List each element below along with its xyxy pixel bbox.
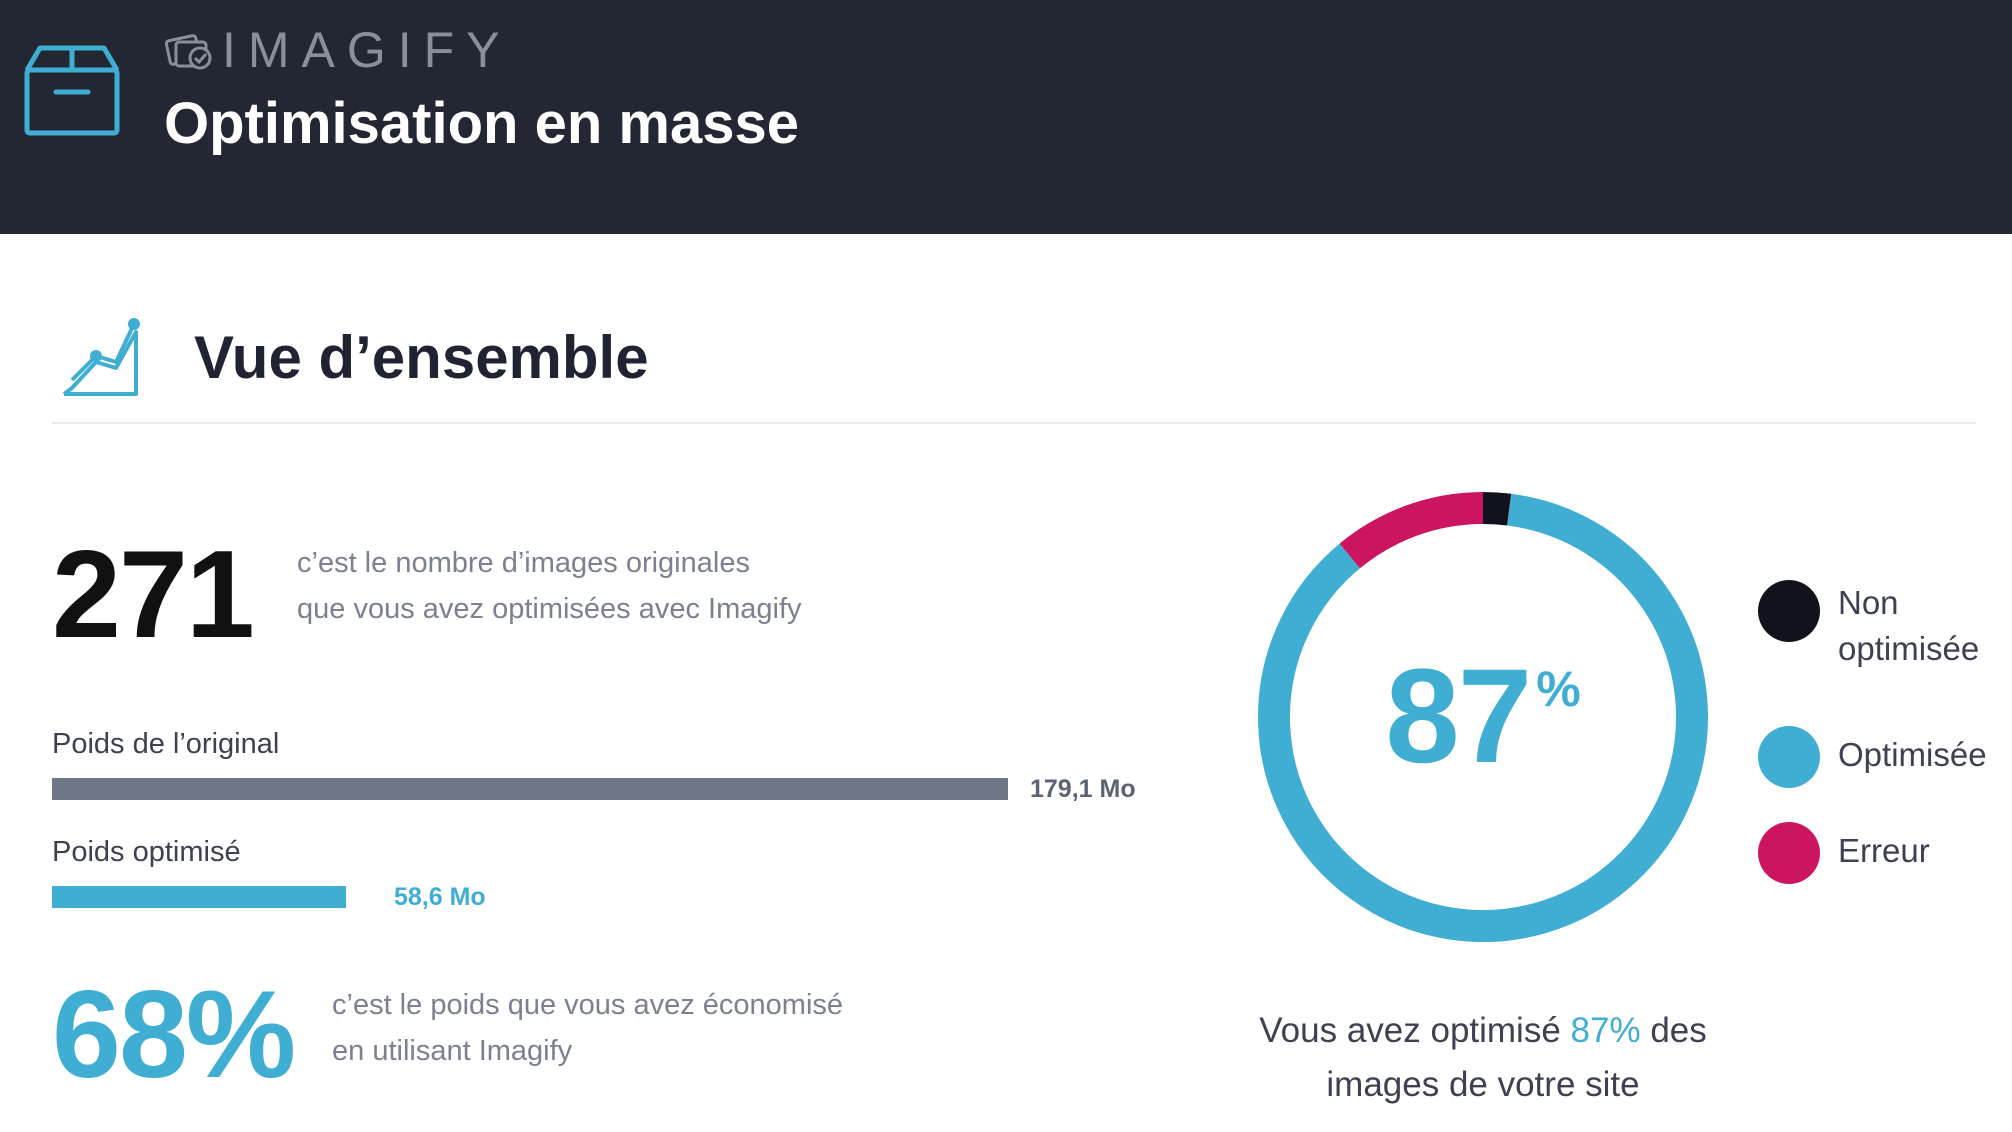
optimized-weight-bar — [52, 886, 1008, 908]
legend-label-optimized: Optimisée — [1838, 736, 1987, 773]
optimized-weight-value: 58,6 Mo — [394, 883, 486, 911]
box-icon — [24, 45, 120, 136]
legend-dot-optimized — [1758, 726, 1820, 788]
original-weight-label: Poids de l’original — [52, 728, 280, 760]
summary-line1: Vous avez optimisé 87% des — [1230, 1004, 1736, 1058]
donut-segment-optimisee — [1258, 493, 1708, 942]
legend-item-optimized: Optimisée — [1758, 726, 1998, 788]
savings-desc-line1: c’est le poids que vous avez économisé — [332, 989, 844, 1021]
donut-segment-non-optimisee — [1482, 492, 1512, 526]
imagify-logo-icon — [164, 34, 212, 70]
optimization-summary: Vous avez optimisé 87% des images de vot… — [1230, 1004, 1736, 1112]
legend-label-error: Erreur — [1838, 832, 1930, 869]
images-count-description: c’est le nombre d’images originales que … — [297, 540, 802, 632]
summary-prefix: Vous avez optimisé — [1259, 1011, 1571, 1050]
summary-line2: images de votre site — [1326, 1065, 1640, 1104]
donut-segment-erreur — [1339, 492, 1484, 569]
optimized-weight-bar-fill — [52, 886, 346, 908]
original-weight-bar-fill — [52, 778, 1008, 800]
page-header: IMAGIFY Optimisation en masse — [0, 0, 2012, 234]
legend-label-non-optimized: Non optimisée — [1838, 580, 1998, 672]
legend-label-non-optimized-line2: optimisée — [1838, 630, 1980, 667]
original-weight-value: 179,1 Mo — [1030, 775, 1136, 803]
savings-percent: 68% — [52, 966, 296, 1104]
original-weight-bar — [52, 778, 1008, 800]
brand-name: IMAGIFY — [222, 22, 512, 78]
section-divider — [52, 422, 1976, 424]
legend-item-non-optimized: Non optimisée — [1758, 580, 1998, 672]
page-title: Optimisation en masse — [164, 91, 799, 156]
optimization-donut-chart — [1258, 492, 1708, 942]
legend-dot-non-optimized — [1758, 580, 1820, 642]
summary-suffix: des — [1640, 1011, 1707, 1050]
legend-dot-error — [1758, 822, 1820, 884]
section-title: Vue d’ensemble — [194, 324, 649, 391]
savings-description: c’est le poids que vous avez économisé e… — [332, 982, 843, 1074]
images-count-desc-line1: c’est le nombre d’images originales — [297, 547, 750, 579]
chart-growth-icon — [62, 318, 140, 396]
brand: IMAGIFY — [164, 24, 512, 76]
legend-label-non-optimized-line1: Non — [1838, 584, 1899, 621]
images-count-desc-line2: que vous avez optimisées avec Imagify — [297, 593, 802, 625]
legend-item-error: Erreur — [1758, 822, 1998, 884]
images-count: 271 — [52, 526, 255, 664]
optimized-weight-label: Poids optimisé — [52, 836, 241, 868]
summary-percent: 87% — [1570, 1011, 1641, 1050]
savings-desc-line2: en utilisant Imagify — [332, 1035, 573, 1067]
